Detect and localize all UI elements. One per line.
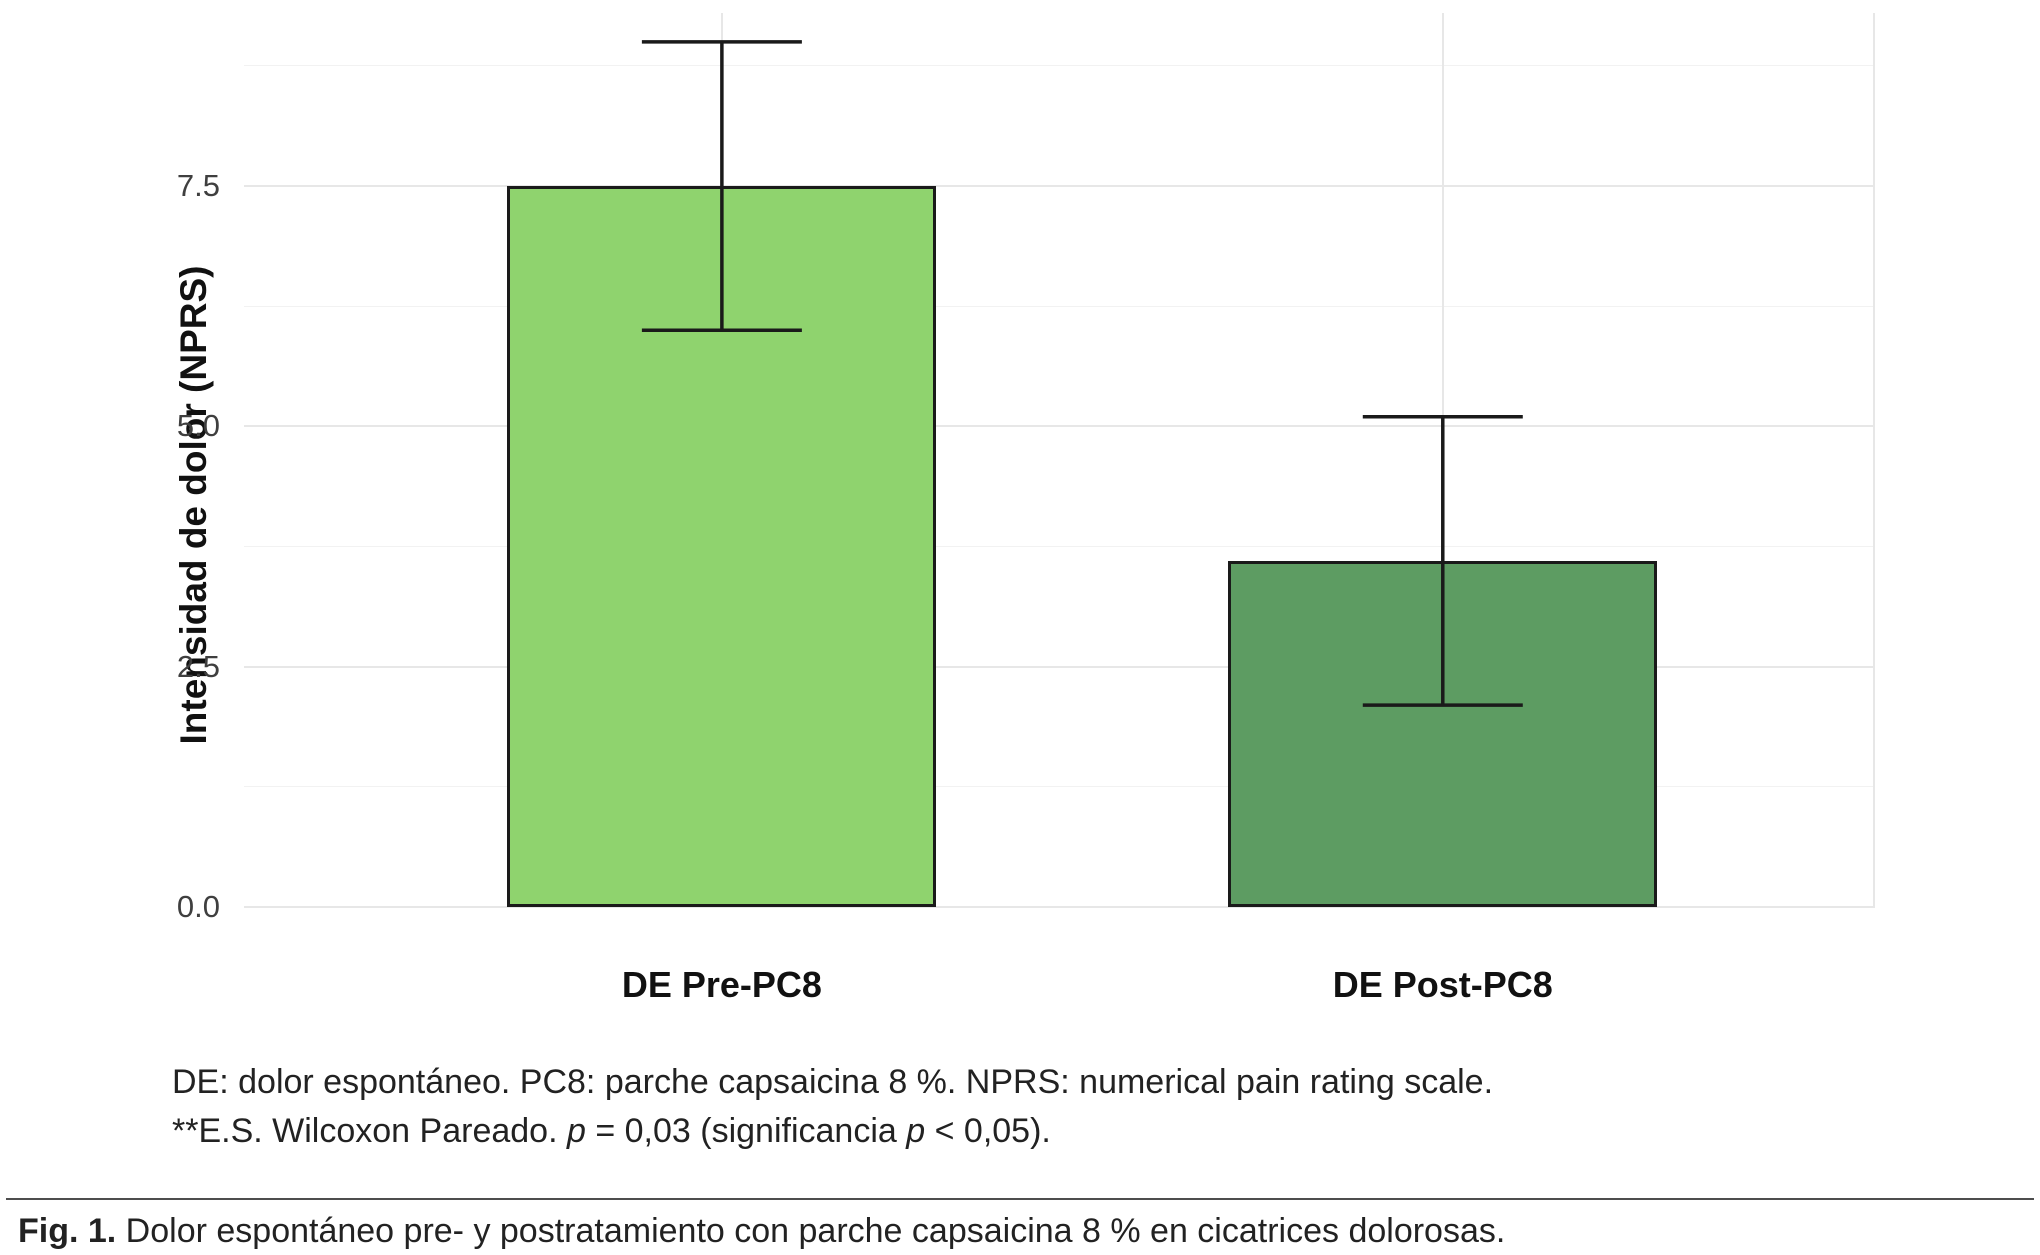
plot-area [244,13,1875,908]
major-gridline [244,665,1875,668]
footnote-line-2: **E.S. Wilcoxon Pareado. p = 0,03 (signi… [172,1107,1493,1156]
figure-caption: Fig. 1. Dolor espontáneo pre- y postrata… [18,1212,1505,1251]
footnote-line-2-prefix: **E.S. Wilcoxon Pareado. [172,1112,567,1150]
y-tick-label: 7.5 [176,168,220,204]
major-gridline [244,425,1875,428]
caption-divider [6,1198,2034,1200]
y-tick-label: 0.0 [176,889,220,924]
error-bars [641,40,1523,707]
minor-gridline [244,546,1875,548]
figure-caption-label: Fig. 1. [18,1212,117,1250]
x-axis-label-post-pc8: DE Post-PC8 [1332,964,1553,1005]
y-tick-label: 2.5 [176,648,220,684]
footnote-line-2-suffix: < 0,05). [925,1112,1051,1150]
error-bar [641,40,802,332]
footnote-line-1: DE: dolor espontáneo. PC8: parche capsai… [172,1063,1494,1101]
footnote-p-italic: p [566,1112,586,1150]
x-axis-label-pre-pc8: DE Pre-PC8 [621,964,822,1005]
minor-gridline [244,786,1875,788]
footnote-p-italic-2: p [906,1112,926,1150]
figure-caption-text: Dolor espontáneo pre- y postratamiento c… [116,1212,1506,1250]
vertical-gridline [1873,13,1875,907]
major-gridline [244,906,1875,908]
error-bar [1362,414,1523,707]
footnote-line-2-mid: = 0,03 (significancia [585,1112,907,1150]
footnotes: DE: dolor espontáneo. PC8: parche capsai… [172,1058,1493,1156]
major-gridline [244,185,1875,188]
minor-gridline [244,305,1875,307]
y-tick-label: 5.0 [176,408,220,444]
minor-gridline [244,65,1875,67]
